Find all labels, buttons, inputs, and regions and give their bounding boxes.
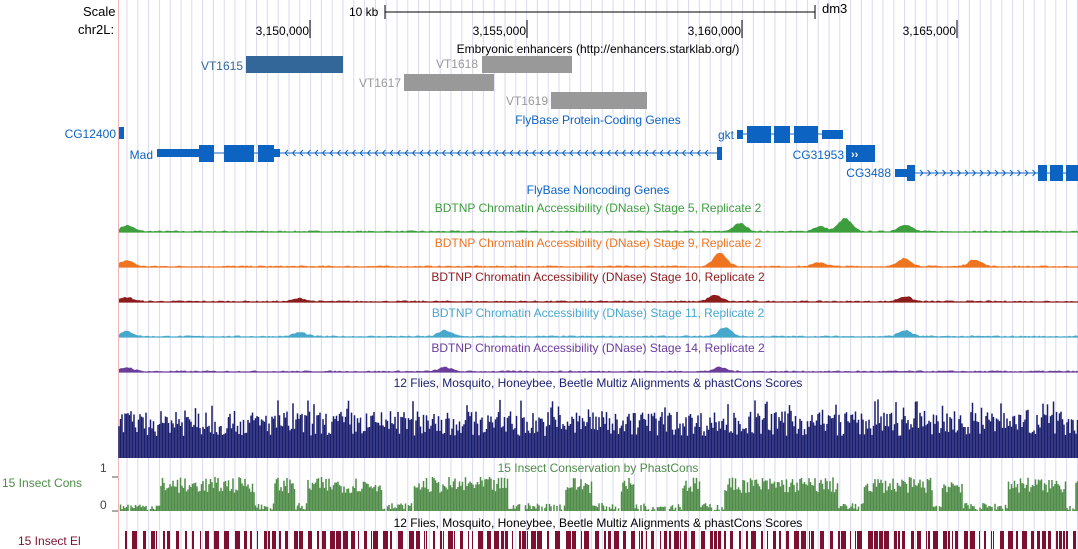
dnase10-signal[interactable] [119,294,1078,303]
gene-mad[interactable] [157,145,722,162]
gene-label-gkt[interactable]: gkt [717,128,734,142]
dnase-stage5-title[interactable]: BDTNP Chromatin Accessibility (DNase) St… [434,201,762,215]
dnase14-signal[interactable] [119,366,1078,373]
elements-side-label[interactable]: 15 Insect El [18,534,81,548]
enhancer-track-title[interactable]: Embryonic enhancers (http://enhancers.st… [456,42,740,56]
dnase-track-group[interactable] [119,218,1078,373]
conserved-elements-track[interactable] [125,531,1076,549]
gene-cg31953[interactable]: ›› [846,145,875,162]
enhancer-label-vt1617[interactable]: VT1617 [358,76,401,90]
gene-cg12400[interactable] [119,127,124,139]
strand-arrows [284,149,709,157]
enhancer-label-vt1615[interactable]: VT1615 [200,59,243,73]
chrom-label: chr2L: [78,22,115,37]
gene-label-cg12400[interactable]: CG12400 [64,127,116,141]
phastcons-side-label[interactable]: 15 Insect Cons [2,476,83,490]
phastcons-axis [112,476,118,512]
phastcons-axis-max: 1 [100,461,107,475]
enhancer-vt1618[interactable] [482,56,572,73]
enhancer-vt1615[interactable] [246,56,343,73]
gene-gkt[interactable] [737,126,843,143]
protein-coding-track-title[interactable]: FlyBase Protein-Coding Genes [515,113,681,127]
dnase5-signal[interactable] [119,218,1078,233]
elements-track-title[interactable]: 12 Flies, Mosquito, Honeybee, Beetle Mul… [393,516,803,530]
ruler-tick-label: 3,160,000 [687,24,741,38]
ruler-tick-label: 3,165,000 [902,24,956,38]
phastcons-axis-min: 0 [100,498,107,512]
gene-cg3488[interactable] [895,165,1078,181]
enhancer-track[interactable] [246,56,647,109]
ruler-tick-label: 3,150,000 [255,24,309,38]
track-left-border [118,0,119,549]
gene-label-cg31953[interactable]: CG31953 [792,148,844,162]
strand-arrow-icon: ›› [851,149,859,161]
gene-label-cg3488[interactable]: CG3488 [846,166,891,180]
scale-label: Scale [83,4,116,19]
enhancer-label-vt1618[interactable]: VT1618 [435,57,478,71]
phastcons-wiggle[interactable] [119,477,1078,511]
noncoding-track-title[interactable]: FlyBase Noncoding Genes [526,183,670,197]
dnase-stage14-title[interactable]: BDTNP Chromatin Accessibility (DNase) St… [431,341,765,355]
phastcons-track-title[interactable]: 15 Insect Conservation by PhastCons [497,461,699,475]
dnase11-signal[interactable] [119,327,1078,338]
ruler-tick-label: 3,155,000 [472,24,526,38]
protein-coding-gene-track[interactable]: ›› [119,126,1078,181]
enhancer-vt1617[interactable] [404,74,494,91]
multiz-track-title[interactable]: 12 Flies, Mosquito, Honeybee, Beetle Mul… [393,376,803,390]
dnase9-signal[interactable] [119,253,1078,268]
dnase-stage11-title[interactable]: BDTNP Chromatin Accessibility (DNase) St… [431,306,765,320]
assembly-label: dm3 [822,1,848,16]
dnase-stage9-title[interactable]: BDTNP Chromatin Accessibility (DNase) St… [434,236,762,250]
enhancer-vt1619[interactable] [551,92,647,109]
base-position-ruler[interactable] [309,5,958,38]
scale-bar-label: 10 kb [349,5,379,19]
multiz-conservation-wiggle[interactable] [118,399,1078,458]
enhancer-label-vt1619[interactable]: VT1619 [505,94,548,108]
dnase-stage10-title[interactable]: BDTNP Chromatin Accessibility (DNase) St… [431,270,765,284]
strand-arrows [919,169,1037,177]
gene-label-mad[interactable]: Mad [129,148,153,162]
